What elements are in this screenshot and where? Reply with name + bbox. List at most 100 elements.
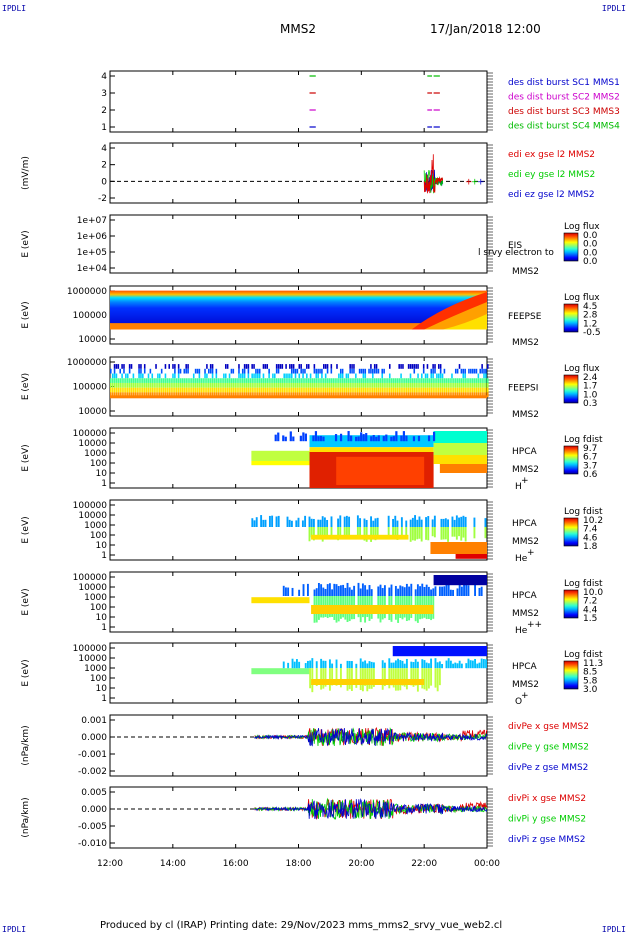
overlay-text: l srvy electron to	[478, 248, 554, 258]
feepsi-cell	[196, 392, 199, 398]
hpca-he-cell	[348, 516, 351, 527]
feepsi-cell	[255, 378, 257, 383]
colorbar-value: 10.0	[583, 588, 603, 598]
hpca-hepp-cell	[306, 583, 309, 596]
hpca-he-cell	[365, 519, 368, 527]
feepsi-cell	[257, 392, 259, 398]
hpca-he-cell	[337, 518, 340, 527]
hpca-hepp-cell	[350, 589, 353, 596]
feepsi-cell	[373, 382, 376, 388]
feepsi-cell	[215, 368, 218, 374]
feepsi-cell	[140, 382, 142, 388]
feepsi-cell	[485, 378, 487, 383]
hpca-hepp-cell	[465, 583, 468, 596]
feepsi-cell	[321, 373, 323, 379]
right-minor-ticks	[487, 501, 493, 560]
hpca-h-cell	[292, 436, 295, 442]
feepsi-cell	[424, 378, 427, 383]
colorbar-title: Log flux	[564, 364, 600, 374]
feepsi-cell	[183, 382, 186, 388]
feepsi-cell	[142, 392, 144, 398]
hpca-o-cell	[355, 668, 358, 688]
efield-marker: +	[465, 177, 473, 187]
feepsi-cell	[183, 378, 186, 383]
hpca-hepp-cell	[390, 584, 393, 596]
feepsi-cell	[255, 382, 257, 388]
feepsi-cell	[247, 387, 250, 393]
feepsi-cell	[381, 392, 384, 398]
feepsi-cell	[298, 378, 301, 383]
hpca-he-cell	[484, 527, 487, 539]
colorbar-value: 1.2	[583, 319, 597, 329]
feepsi-cell	[313, 364, 316, 369]
feepsi-cell	[125, 382, 127, 388]
feepsi-cell	[258, 368, 261, 374]
feepsi-cell	[434, 368, 436, 374]
feepsi-cell	[296, 392, 299, 398]
hpca-o-cell	[427, 663, 430, 669]
feepsi-cell	[400, 392, 402, 398]
feepsi-cell	[439, 387, 442, 393]
hpca-o-cell	[328, 659, 331, 669]
feepsi-cell	[162, 392, 165, 398]
feepsi-cell	[273, 387, 276, 393]
feepsi-cell	[379, 378, 382, 383]
feepsi-cell	[302, 373, 304, 379]
hpca-he-cell	[348, 527, 351, 537]
hpca-o-cell	[476, 663, 479, 669]
feepsi-cell	[279, 378, 282, 383]
hpca-h-cell	[334, 434, 338, 442]
feepsi-cell	[447, 387, 449, 393]
colorbar-value: 10.2	[583, 516, 603, 526]
hpca-o-cell	[474, 658, 477, 669]
feepsi-cell	[451, 373, 453, 379]
feepsi-cell	[142, 387, 144, 393]
feepsi-cell	[405, 378, 408, 383]
hpca-o-cell	[430, 668, 433, 686]
feepsi-cell	[160, 382, 163, 388]
feepsi-cell	[258, 392, 261, 398]
hpca-he-cell	[359, 518, 362, 527]
feepsi-cell	[470, 382, 472, 388]
feepsi-cell	[204, 382, 206, 388]
feepsi-cell	[159, 392, 161, 398]
feepsi-cell	[219, 382, 221, 388]
feepsi-cell	[177, 368, 180, 374]
hpca-o-cell	[251, 668, 310, 675]
feepsi-cell	[328, 382, 331, 388]
feepsi-cell	[287, 378, 289, 383]
colorbar-value: 3.7	[583, 461, 597, 471]
feepsi-cell	[240, 378, 242, 383]
feepsi-cell	[362, 387, 365, 393]
feepsi-cell	[289, 378, 291, 383]
feepsi-cell	[413, 382, 416, 388]
feepsi-cell	[255, 392, 257, 398]
hpca-o-cell	[449, 660, 452, 669]
feepsi-cell	[121, 382, 123, 388]
hpca-he-cell	[319, 519, 322, 527]
y-tick-label: -0.002	[78, 767, 107, 777]
feepsi-cell	[307, 392, 310, 398]
feepsi-cell	[121, 364, 123, 369]
feepsi-cell	[226, 392, 229, 398]
y-tick-label: -2	[98, 194, 107, 204]
feepsi-cell	[298, 373, 301, 379]
feepsi-cell	[398, 392, 400, 398]
hpca-hepp-cell	[388, 587, 391, 596]
feepsi-cell	[362, 368, 365, 374]
feepsi-cell	[236, 378, 238, 383]
hpca-o-cell	[394, 660, 397, 669]
hpca-he-cell	[458, 527, 460, 537]
feepsi-cell	[447, 378, 449, 383]
feepsi-cell	[247, 364, 250, 369]
hpca-he-cell	[356, 515, 359, 527]
hpca-he-cell	[420, 527, 423, 542]
feepsi-cell	[355, 382, 357, 388]
feepsi-cell	[426, 382, 429, 388]
feepsi-cell	[453, 382, 455, 388]
feepsi-cell	[125, 387, 127, 393]
feepsi-cell	[215, 392, 218, 398]
feepsi-cell	[128, 364, 131, 369]
hpca-hepp-cell	[320, 584, 323, 596]
